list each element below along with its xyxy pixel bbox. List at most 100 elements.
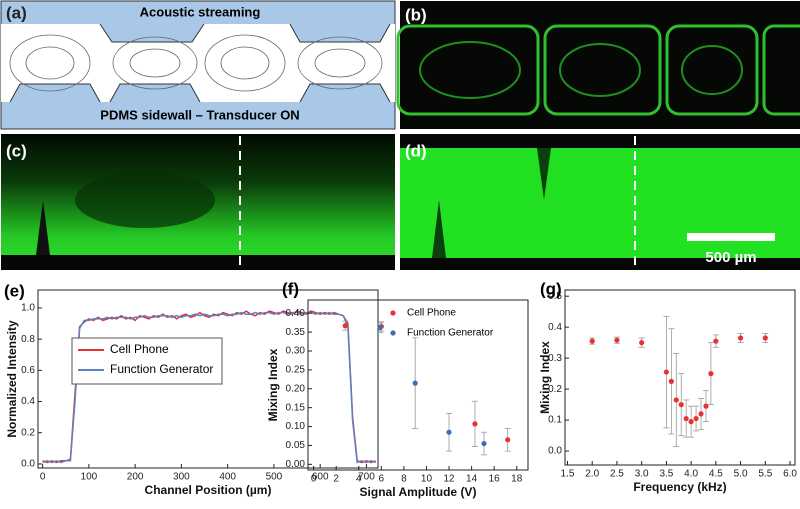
y-tick-label: 0.05 bbox=[286, 440, 306, 451]
line-series bbox=[42, 310, 376, 464]
y-tick-label: 0.8 bbox=[21, 334, 35, 345]
y-tick-label: 0.15 bbox=[286, 402, 306, 413]
x-tick-label: 0 bbox=[311, 474, 317, 485]
y-tick-label: 0.30 bbox=[286, 346, 306, 357]
y-tick-label: 0.2 bbox=[548, 384, 562, 395]
legend-label: Function Generator bbox=[110, 362, 213, 376]
x-tick-label: 12 bbox=[443, 474, 455, 485]
point bbox=[683, 415, 689, 422]
point bbox=[698, 411, 704, 417]
legend-label: Cell Phone bbox=[407, 308, 456, 319]
panel-label: (f) bbox=[282, 279, 299, 298]
x-tick-label: 400 bbox=[219, 472, 236, 483]
legend-swatch bbox=[390, 330, 396, 336]
x-tick-label: 6.0 bbox=[783, 469, 797, 480]
point bbox=[693, 415, 699, 422]
y-tick-label: 0.4 bbox=[548, 322, 562, 333]
y-axis-title: Normalized Intensity bbox=[5, 320, 19, 438]
panel-label: (d) bbox=[405, 141, 427, 160]
plot-frame bbox=[564, 289, 796, 466]
x-tick-label: 1.5 bbox=[561, 469, 575, 480]
y-tick-label: 0.40 bbox=[286, 308, 306, 319]
y-tick-label: 1.0 bbox=[21, 303, 35, 314]
chart: 0 2 4 6 8 10 12 14 16 18 0.00 0.05 0.10 0.15 0.20 0.25 0… bbox=[266, 279, 529, 499]
x-tick-label: 300 bbox=[173, 472, 190, 483]
x-tick-label: 4.0 bbox=[684, 469, 698, 480]
panel-label: (g) bbox=[540, 279, 562, 298]
panel-c: (c) bbox=[1, 134, 395, 270]
point bbox=[708, 371, 714, 377]
x-tick-label: 16 bbox=[489, 474, 501, 485]
x-tick-label: 4.5 bbox=[709, 469, 723, 480]
panel-b: (b) bbox=[396, 1, 800, 129]
x-tick-label: 4 bbox=[356, 474, 362, 485]
y-tick-label: 0.0 bbox=[548, 446, 562, 457]
x-tick-label: 5.5 bbox=[758, 469, 772, 480]
point bbox=[678, 402, 684, 408]
panel-label: (a) bbox=[6, 3, 27, 22]
image-title: Acoustic streaming bbox=[140, 4, 261, 19]
plot-frame bbox=[37, 289, 379, 469]
x-tick-label: 10 bbox=[421, 474, 433, 485]
legend-label: Function Generator bbox=[407, 328, 494, 339]
point bbox=[663, 369, 669, 375]
x-tick-label: 100 bbox=[81, 472, 98, 483]
x-tick-label: 3.5 bbox=[659, 469, 673, 480]
scale-bar-label: 500 µm bbox=[705, 249, 756, 266]
y-tick-label: 0.0 bbox=[21, 459, 35, 470]
point bbox=[446, 429, 452, 435]
point bbox=[737, 335, 744, 341]
x-axis-title: Signal Amplitude (V) bbox=[360, 485, 477, 499]
y-axis-title: Mixing Index bbox=[266, 348, 280, 421]
panel-label: (b) bbox=[405, 5, 427, 24]
x-tick-label: 2.0 bbox=[585, 469, 599, 480]
point bbox=[472, 421, 478, 427]
y-tick-label: 0.2 bbox=[21, 427, 35, 438]
chart: 1.5 2.0 2.5 3.0 3.5 4.0 4.5 5.0 5.5 6.0 0.0 0.1 0.2 0… bbox=[538, 279, 797, 494]
panel-d: 500 µm (d) bbox=[400, 134, 800, 270]
y-tick-label: 0.35 bbox=[286, 327, 306, 338]
x-axis-title: Channel Position (µm) bbox=[145, 483, 272, 497]
x-tick-label: 8 bbox=[401, 474, 407, 485]
y-tick-label: 0.6 bbox=[21, 365, 35, 376]
x-tick-label: 0 bbox=[40, 472, 46, 483]
y-tick-label: 0.1 bbox=[548, 415, 562, 426]
y-tick-label: 0.4 bbox=[21, 396, 35, 407]
x-axis-title: Frequency (kHz) bbox=[633, 480, 726, 494]
line-series bbox=[42, 311, 376, 464]
point bbox=[713, 338, 719, 344]
x-tick-label: 2 bbox=[333, 474, 339, 485]
legend-swatch bbox=[390, 310, 396, 316]
point bbox=[673, 397, 679, 403]
point bbox=[505, 437, 511, 443]
y-tick-label: 0.3 bbox=[548, 353, 562, 364]
point bbox=[703, 403, 709, 409]
point bbox=[688, 419, 694, 425]
legend-box bbox=[71, 337, 223, 385]
panel-a: (a) Acoustic streaming PDMS sidewall – T… bbox=[0, 0, 396, 130]
chart: 0 100 200 300 400 500 600 700 0.0 0.2 0.4 0.6 0.8 1.0… bbox=[4, 281, 379, 497]
x-tick-label: 18 bbox=[511, 474, 523, 485]
y-tick-label: 0.10 bbox=[286, 421, 306, 432]
plot-frame bbox=[307, 299, 529, 471]
y-tick-label: 0.25 bbox=[286, 365, 306, 376]
x-tick-label: 5.0 bbox=[734, 469, 748, 480]
point bbox=[589, 338, 595, 344]
x-tick-label: 3.0 bbox=[635, 469, 649, 480]
x-tick-label: 700 bbox=[358, 472, 375, 483]
y-tick-label: 0.20 bbox=[286, 383, 306, 394]
x-tick-label: 200 bbox=[127, 472, 144, 483]
point bbox=[342, 323, 348, 329]
x-tick-label: 14 bbox=[466, 474, 478, 485]
point bbox=[481, 440, 487, 447]
image-caption: PDMS sidewall – Transducer ON bbox=[100, 107, 299, 122]
y-tick-label: 0.5 bbox=[548, 291, 562, 302]
y-tick-label: 0.00 bbox=[286, 459, 306, 470]
x-tick-label: 6 bbox=[379, 474, 385, 485]
y-axis-title: Mixing Index bbox=[538, 341, 552, 414]
legend: Cell Phone Function Generator bbox=[390, 308, 494, 339]
point bbox=[762, 335, 768, 341]
panel-label: (e) bbox=[4, 281, 25, 300]
